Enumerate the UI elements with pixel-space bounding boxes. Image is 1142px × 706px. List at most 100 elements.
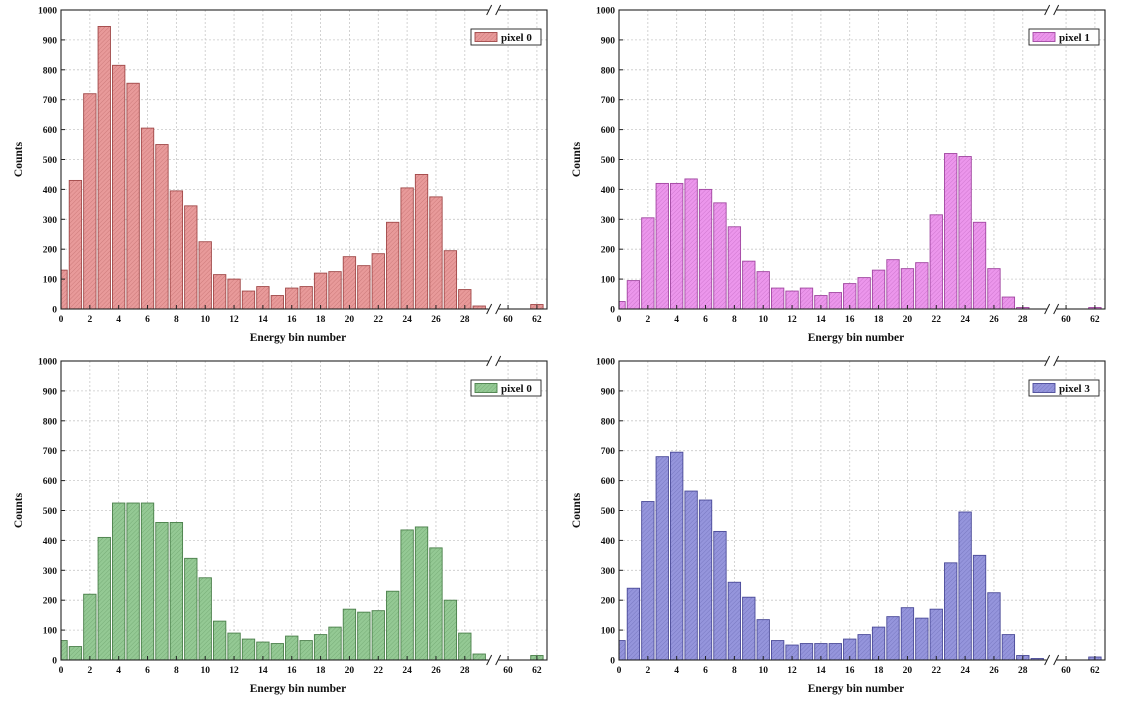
x-tick-label: 16 (287, 315, 297, 325)
bar-bin-11 (212, 620, 227, 661)
bar-bin-11 (770, 640, 785, 661)
axis-break-mark (1044, 355, 1051, 367)
bar-bin-0 (618, 640, 626, 661)
bar-bin-19 (886, 259, 900, 310)
x-tick-label: 20 (345, 315, 355, 325)
bar-bin-24 (400, 529, 414, 661)
bar-bin-4 (670, 451, 684, 661)
bar-bin-22 (371, 253, 385, 310)
bar-bin-13 (241, 638, 256, 661)
bar-bin-7 (713, 530, 727, 661)
x-tick-label: 12 (787, 315, 797, 325)
y-tick-label: 900 (43, 36, 58, 46)
x-tick-label: 24 (960, 666, 970, 676)
bar-bin-25 (414, 173, 429, 310)
bar-bin-24 (958, 511, 972, 661)
y-tick-label: 500 (43, 507, 58, 517)
bar-bin-10 (198, 577, 212, 661)
y-tick-label: 900 (601, 387, 616, 397)
y-tick-label: 1000 (596, 358, 615, 368)
axis-break-gap (1046, 657, 1057, 663)
y-axis-label: Counts (13, 141, 25, 177)
y-tick-label: 500 (43, 156, 58, 166)
x-tick-label: 0 (59, 315, 64, 325)
bar-bin-0 (60, 640, 68, 661)
y-tick-label: 100 (43, 276, 58, 286)
x-tick-label: 22 (932, 666, 942, 676)
x-tick-label: 24 (402, 315, 412, 325)
x-tick-label: 24 (960, 315, 970, 325)
bar-bin-25 (972, 554, 987, 661)
axis-break-gap (488, 358, 499, 364)
bar-bin-4 (112, 64, 126, 310)
axis-break-mark (1053, 4, 1060, 16)
y-axis-label: Counts (571, 141, 583, 177)
bar-bin-5 (126, 82, 140, 310)
y-tick-label: 0 (52, 306, 57, 316)
bar-bin-5 (684, 178, 698, 310)
x-tick-label: 16 (845, 315, 855, 325)
bar-bin-7 (155, 522, 169, 661)
legend-swatch (474, 383, 498, 393)
y-tick-label: 600 (601, 477, 616, 487)
bar-bin-13 (799, 287, 814, 310)
bar-bin-15 (828, 643, 842, 661)
bar-bin-22 (929, 608, 943, 661)
bar-bin-20 (342, 608, 357, 661)
y-tick-label: 900 (601, 36, 616, 46)
x-tick-label: 28 (1018, 315, 1028, 325)
y-tick-label: 600 (601, 126, 616, 136)
x-tick-label: 20 (903, 666, 913, 676)
axis-break-mark (495, 303, 502, 315)
x-tick-label: 10 (758, 315, 768, 325)
bar-bin-2 (83, 93, 97, 310)
axis-break-mark (486, 654, 493, 666)
x-tick-label: 16 (845, 666, 855, 676)
bar-bin-3 (97, 536, 111, 661)
x-tick-label: 20 (903, 315, 913, 325)
x-axis-label: Energy bin number (808, 683, 905, 695)
x-tick-label: 8 (732, 315, 737, 325)
axis-break-mark (486, 355, 493, 367)
x-axis-label: Energy bin number (250, 683, 347, 695)
legend-label: pixel 0 (501, 383, 532, 395)
bar-bin-23 (944, 562, 958, 661)
x-tick-label: 10 (200, 315, 210, 325)
bar-bin-24 (400, 187, 414, 310)
x-tick-label: 18 (874, 666, 884, 676)
bar-bin-1 (626, 280, 641, 310)
y-tick-label: 300 (601, 216, 616, 226)
y-tick-label: 600 (43, 126, 58, 136)
axis-break-mark (495, 654, 502, 666)
bar-bin-2 (83, 593, 97, 661)
bar-bin-1 (68, 179, 83, 310)
axis-break-mark (486, 4, 493, 16)
x-tick-label: 12 (229, 666, 239, 676)
bar-bin-6 (698, 499, 713, 661)
y-tick-label: 0 (610, 657, 615, 667)
bar-bin-20 (900, 607, 915, 661)
bar-bin-25 (972, 221, 987, 310)
bar-bin-23 (386, 221, 400, 310)
x-tick-label: 14 (816, 666, 826, 676)
bar-bin-20 (342, 256, 357, 310)
x-tick-label: 26 (989, 666, 999, 676)
bar-bin-27 (443, 599, 458, 661)
x-tick-label: 62 (1090, 315, 1100, 325)
bar-bin-3 (97, 25, 111, 310)
bar-bin-19 (328, 626, 342, 661)
legend-swatch (1032, 32, 1056, 42)
y-tick-label: 1000 (38, 358, 57, 368)
axis-break-mark (495, 4, 502, 16)
bar-bin-26 (987, 268, 1001, 310)
x-tick-label: 4 (116, 315, 121, 325)
x-tick-label: 6 (145, 666, 150, 676)
bar-bin-21 (915, 262, 929, 310)
bar-bin-22 (371, 610, 385, 661)
axis-break-gap (488, 7, 499, 13)
y-tick-label: 800 (43, 66, 58, 76)
bar-bin-25 (414, 526, 429, 661)
x-tick-label: 2 (645, 315, 650, 325)
